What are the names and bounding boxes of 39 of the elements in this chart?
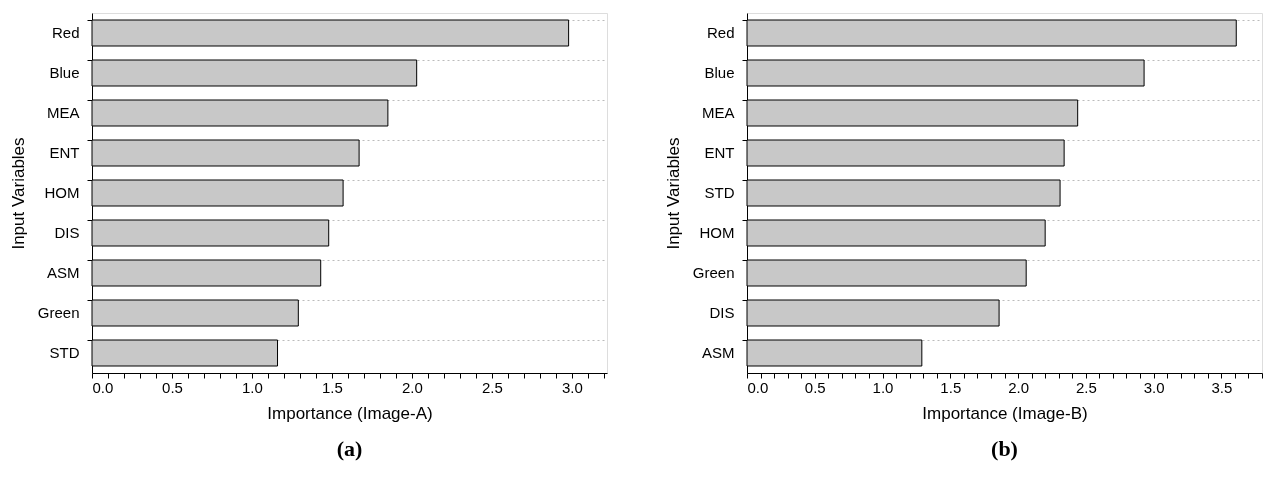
x-tick-label: 0.0 (747, 378, 769, 396)
y-tick-label: ASM (701, 344, 735, 361)
y-tick-label: Blue (704, 64, 735, 81)
y-tick-label: Blue (49, 64, 80, 81)
y-tick-label: HOM (699, 224, 735, 241)
x-tick-label: 3.5 (1211, 378, 1233, 396)
y-tick-label: DIS (709, 304, 735, 321)
x-axis-title: Importance (Image-A) (267, 403, 433, 423)
x-tick-label: 0.5 (162, 378, 183, 396)
x-tick-label: 1.5 (321, 378, 343, 396)
y-tick-label: STD (704, 184, 735, 201)
x-tick-label: 2.5 (481, 378, 503, 396)
x-tick-label: 2.0 (401, 378, 423, 396)
y-tick-label: MEA (701, 104, 735, 121)
text: (a) (336, 436, 363, 461)
x-tick-label: 1.0 (872, 378, 894, 396)
y-tick-label: ENT (49, 144, 80, 161)
y-tick-label: Red (706, 24, 735, 41)
x-tick-label: 1.0 (242, 378, 263, 396)
y-tick-label: ASM (46, 264, 80, 281)
y-tick-label: Green (692, 264, 735, 281)
y-tick-label: Red (51, 24, 80, 41)
x-tick-label: 3.0 (1143, 378, 1165, 396)
y-axis-title: Input Variables (663, 137, 683, 250)
y-tick-label: STD (49, 344, 80, 361)
x-tick-label: 3.0 (561, 378, 583, 396)
text: (b) (991, 436, 1018, 461)
y-tick-label: MEA (46, 104, 80, 121)
x-tick-label: 2.0 (1008, 378, 1029, 396)
x-tick-label: 0.5 (804, 378, 826, 396)
y-tick-label: Green (37, 304, 80, 321)
x-tick-label: 2.5 (1075, 378, 1097, 396)
y-tick-label: DIS (54, 224, 80, 241)
y-tick-label: ENT (704, 144, 735, 161)
y-tick-label: HOM (44, 184, 80, 201)
x-axis-title: Importance (Image-B) (922, 403, 1088, 423)
x-tick-label: 1.5 (940, 378, 962, 396)
y-axis-title: Input Variables (8, 137, 28, 250)
x-tick-label: 0.0 (92, 378, 114, 396)
